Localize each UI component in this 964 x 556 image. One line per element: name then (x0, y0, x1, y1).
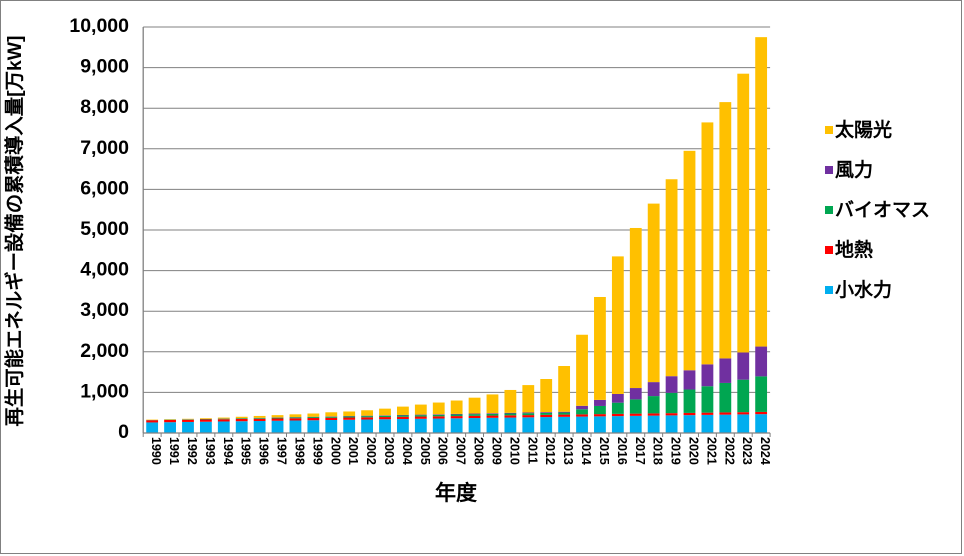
svg-text:2004: 2004 (400, 437, 414, 465)
svg-text:2021: 2021 (704, 437, 718, 465)
svg-text:1995: 1995 (239, 437, 253, 465)
svg-text:7,000: 7,000 (80, 137, 129, 159)
svg-text:5,000: 5,000 (80, 218, 129, 240)
svg-text:2009: 2009 (489, 437, 503, 465)
svg-text:2022: 2022 (722, 437, 736, 465)
svg-text:1998: 1998 (292, 437, 306, 465)
svg-text:2019: 2019 (669, 437, 683, 465)
svg-text:地熱: 地熱 (835, 238, 873, 261)
svg-text:2011: 2011 (525, 437, 539, 464)
svg-text:バイオマス: バイオマス (835, 199, 930, 221)
svg-text:再生可能エネルギー設備の累積導入量[万kW]: 再生可能エネルギー設備の累積導入量[万kW] (3, 35, 26, 426)
svg-text:2003: 2003 (382, 437, 396, 465)
svg-text:1996: 1996 (257, 437, 271, 465)
svg-text:1990: 1990 (149, 437, 163, 465)
svg-text:1991: 1991 (167, 437, 181, 465)
svg-text:9,000: 9,000 (80, 56, 129, 78)
svg-text:2018: 2018 (651, 437, 665, 465)
svg-text:2014: 2014 (579, 437, 593, 465)
svg-text:3,000: 3,000 (80, 299, 129, 321)
svg-text:2016: 2016 (615, 437, 629, 465)
svg-text:0: 0 (118, 421, 129, 443)
svg-text:8,000: 8,000 (80, 96, 129, 118)
svg-text:2002: 2002 (364, 437, 378, 465)
svg-text:10,000: 10,000 (69, 15, 129, 37)
svg-text:年度: 年度 (435, 481, 477, 505)
svg-text:2020: 2020 (687, 437, 701, 465)
svg-text:2006: 2006 (436, 437, 450, 465)
svg-text:風力: 風力 (835, 158, 873, 181)
svg-text:2013: 2013 (561, 437, 575, 465)
svg-text:小水力: 小水力 (835, 278, 892, 301)
svg-text:6,000: 6,000 (80, 177, 129, 199)
svg-text:1999: 1999 (310, 437, 324, 465)
svg-text:1992: 1992 (185, 437, 199, 465)
svg-text:4,000: 4,000 (80, 259, 129, 281)
svg-text:2015: 2015 (597, 437, 611, 465)
svg-text:2,000: 2,000 (80, 340, 129, 362)
svg-text:2010: 2010 (507, 437, 521, 465)
svg-text:1993: 1993 (203, 437, 217, 465)
svg-text:2005: 2005 (418, 437, 432, 465)
svg-text:2012: 2012 (543, 437, 557, 465)
svg-text:1,000: 1,000 (80, 380, 129, 402)
svg-text:1997: 1997 (275, 437, 289, 465)
svg-text:2024: 2024 (758, 437, 772, 465)
svg-text:2017: 2017 (633, 437, 647, 465)
svg-text:2007: 2007 (454, 437, 468, 465)
svg-text:太陽光: 太陽光 (835, 118, 892, 141)
svg-text:1994: 1994 (221, 437, 235, 465)
svg-text:2008: 2008 (472, 437, 486, 465)
svg-text:2000: 2000 (328, 437, 342, 465)
svg-text:2023: 2023 (740, 437, 754, 465)
svg-text:2001: 2001 (346, 437, 360, 465)
